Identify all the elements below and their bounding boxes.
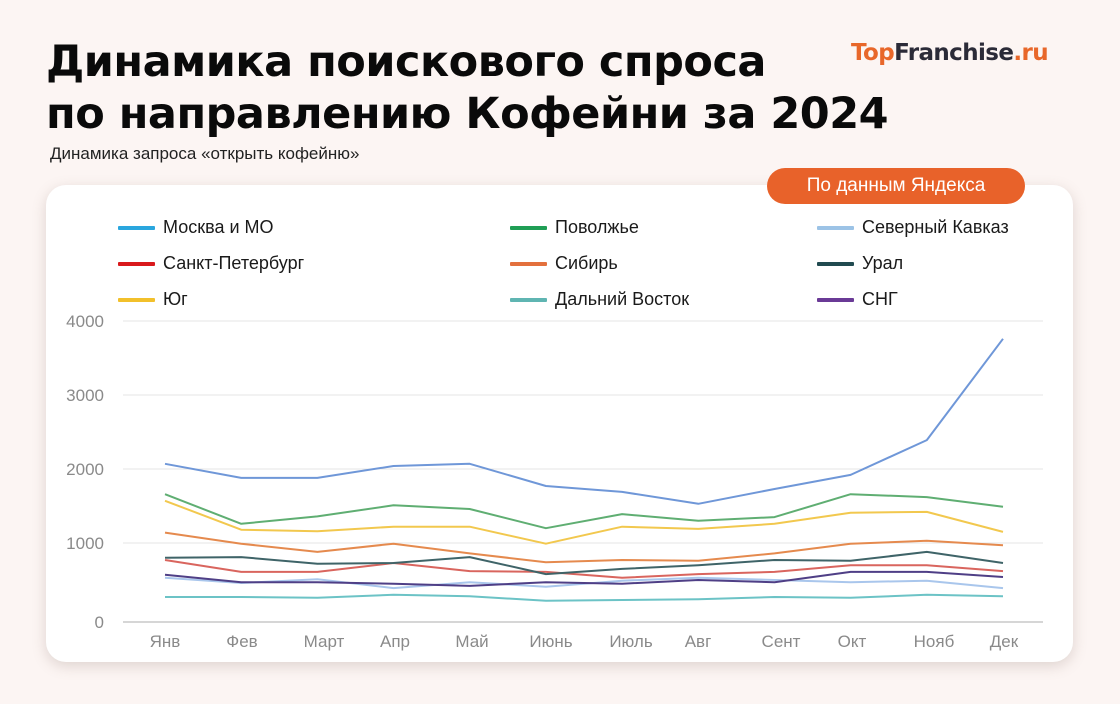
- x-tick-label: Янв: [150, 632, 181, 651]
- series-line: [164, 570, 1004, 587]
- page-title: Динамика поискового спроса по направлени…: [46, 36, 889, 140]
- y-tick-label: 2000: [66, 460, 104, 479]
- series-line: [164, 499, 1004, 545]
- legend-label: Урал: [862, 253, 904, 273]
- chart-subtitle: Динамика запроса «открыть кофейню»: [50, 144, 360, 163]
- y-tick-label: 0: [95, 613, 104, 632]
- series-line: [164, 338, 1004, 505]
- y-tick-label: 3000: [66, 386, 104, 405]
- legend-item: Дальний Восток: [510, 289, 689, 310]
- x-tick-label: Апр: [380, 632, 410, 651]
- legend-label: Сибирь: [555, 253, 618, 273]
- logo-part-franchise: Franchise: [894, 40, 1014, 66]
- x-tick-label: Нояб: [914, 632, 955, 651]
- legend-swatch-icon: [510, 261, 547, 266]
- y-tick-label: 4000: [66, 312, 104, 331]
- series-line: [164, 550, 1004, 576]
- legend-item: СНГ: [817, 289, 898, 310]
- logo-part-ru: .ru: [1013, 40, 1049, 66]
- legend-label: Поволжье: [555, 217, 639, 237]
- source-badge: По данным Яндекса: [767, 168, 1025, 204]
- series-line: [164, 493, 1004, 530]
- legend-swatch-icon: [510, 297, 547, 302]
- legend-swatch-icon: [817, 297, 854, 302]
- legend-item: Поволжье: [510, 217, 639, 238]
- legend-label: Москва и МО: [163, 217, 274, 237]
- legend-label: Санкт-Петербург: [163, 253, 305, 273]
- logo-part-top: Top: [851, 40, 895, 66]
- legend-item: Санкт-Петербург: [118, 253, 304, 274]
- legend-item: Сибирь: [510, 253, 618, 274]
- x-tick-label: Сент: [762, 632, 801, 651]
- x-tick-label: Фев: [226, 632, 257, 651]
- title-line-1: Динамика поискового спроса: [46, 37, 766, 87]
- series-line: [164, 531, 1004, 564]
- brand-logo: TopFranchise.ru: [851, 40, 1049, 66]
- series-line: [164, 559, 1004, 579]
- legend-swatch-icon: [817, 261, 854, 266]
- x-tick-label: Май: [455, 632, 488, 651]
- legend-swatch-icon: [510, 225, 547, 230]
- x-tick-label: Июнь: [529, 632, 572, 651]
- x-tick-label: Авг: [685, 632, 712, 651]
- legend-item: Северный Кавказ: [817, 217, 1009, 238]
- legend-swatch-icon: [118, 261, 155, 266]
- title-line-2: по направлению Кофейни за 2024: [46, 89, 889, 139]
- legend-label: Дальний Восток: [555, 289, 690, 309]
- x-tick-label: Окт: [838, 632, 867, 651]
- legend-label: СНГ: [862, 289, 898, 309]
- x-tick-label: Июль: [609, 632, 653, 651]
- x-tick-label: Март: [304, 632, 345, 651]
- legend-label: Северный Кавказ: [862, 217, 1009, 237]
- legend-swatch-icon: [817, 225, 854, 230]
- legend-swatch-icon: [118, 225, 155, 230]
- legend-label: Юг: [163, 289, 188, 309]
- legend-item: Юг: [118, 289, 188, 310]
- x-tick-label: Дек: [990, 632, 1019, 651]
- legend-item: Урал: [817, 253, 903, 274]
- legend-swatch-icon: [118, 297, 155, 302]
- y-tick-label: 1000: [66, 534, 104, 553]
- legend-item: Москва и МО: [118, 217, 274, 238]
- series-line: [165, 593, 1004, 602]
